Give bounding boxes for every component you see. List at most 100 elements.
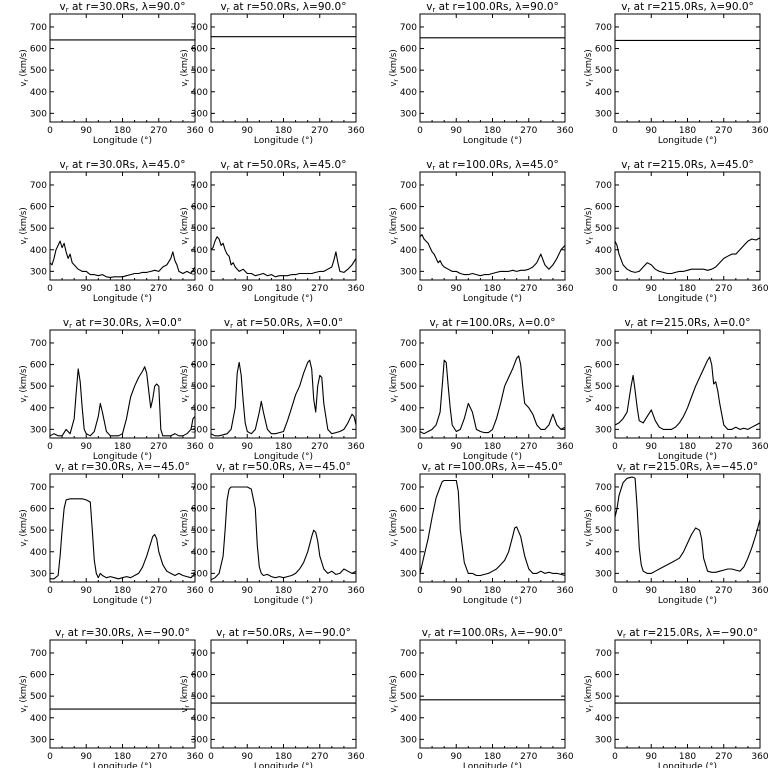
x-tick-label: 360	[347, 752, 364, 762]
y-tick-label: 600	[595, 671, 612, 681]
x-tick-label: 360	[347, 586, 364, 596]
panel-title: vr at r=100.0Rs, λ=0.0°	[430, 317, 556, 330]
x-tick-label: 90	[451, 586, 463, 596]
series-line	[614, 476, 761, 574]
x-axis-label: Longitude (°)	[658, 452, 717, 462]
y-axis-label: vr (km/s)	[389, 365, 400, 402]
x-tick-label: 360	[186, 442, 203, 452]
x-tick-label: 180	[114, 752, 131, 762]
y-tick-label: 400	[595, 404, 612, 414]
y-tick-label: 500	[30, 692, 47, 702]
panel-title: vr at r=100.0Rs, λ=−90.0°	[422, 627, 563, 640]
y-tick-label: 400	[30, 88, 47, 98]
plot-frame	[614, 13, 761, 123]
y-tick-label: 500	[30, 526, 47, 536]
y-axis-label: vr (km/s)	[584, 365, 595, 402]
x-axis-label: Longitude (°)	[93, 136, 152, 146]
x-tick-label: 360	[186, 284, 203, 294]
series-line	[210, 486, 357, 581]
x-tick-label: 0	[47, 126, 53, 136]
y-tick-label: 600	[400, 45, 417, 55]
x-tick-label: 180	[275, 284, 292, 294]
y-axis-label: vr (km/s)	[180, 675, 191, 712]
panel-r5-c2: vr at r=50.0Rs, λ=−90.0° 0 90 180 270 360 300 4…	[180, 627, 365, 768]
y-tick-label: 400	[595, 88, 612, 98]
x-tick-label: 180	[114, 442, 131, 452]
series-line	[614, 356, 761, 430]
y-axis-label: vr (km/s)	[180, 509, 191, 546]
x-tick-label: 360	[751, 752, 768, 762]
x-tick-label: 0	[47, 752, 53, 762]
panel-title: vr at r=50.0Rs, λ=−45.0°	[216, 461, 351, 474]
y-tick-label: 700	[400, 649, 417, 659]
y-tick-label: 700	[191, 649, 208, 659]
panel-title: vr at r=100.0Rs, λ=−45.0°	[422, 461, 563, 474]
x-tick-label: 0	[208, 752, 214, 762]
y-tick-label: 600	[400, 203, 417, 213]
y-tick-label: 600	[400, 671, 417, 681]
x-tick-label: 0	[612, 752, 618, 762]
x-tick-label: 270	[520, 126, 537, 136]
panel-r4-c4: vr at r=215.0Rs, λ=−45.0° 0 90 180 270 360 300…	[584, 461, 768, 606]
panel-title: vr at r=30.0Rs, λ=−90.0°	[55, 627, 190, 640]
x-axis-label: Longitude (°)	[254, 596, 313, 606]
y-tick-label: 300	[400, 109, 417, 119]
x-tick-label: 0	[612, 126, 618, 136]
y-tick-label: 300	[30, 735, 47, 745]
x-tick-label: 0	[417, 442, 423, 452]
y-tick-label: 700	[595, 649, 612, 659]
y-tick-label: 600	[30, 45, 47, 55]
y-tick-label: 600	[191, 505, 208, 515]
y-tick-label: 300	[400, 267, 417, 277]
x-tick-label: 360	[186, 586, 203, 596]
x-tick-label: 0	[47, 442, 53, 452]
x-tick-label: 270	[715, 442, 732, 452]
series-line	[210, 359, 357, 437]
panel-r5-c3: vr at r=100.0Rs, λ=−90.0° 0 90 180 270 360 300…	[389, 627, 574, 768]
x-tick-label: 270	[311, 284, 328, 294]
y-tick-label: 600	[30, 671, 47, 681]
y-tick-label: 300	[191, 425, 208, 435]
x-axis-label: Longitude (°)	[93, 596, 152, 606]
y-tick-label: 400	[400, 714, 417, 724]
panel-r3-c4: vr at r=215.0Rs, λ=0.0° 0 90 180 270 360 300 40…	[584, 317, 768, 462]
y-tick-label: 600	[191, 361, 208, 371]
x-tick-label: 270	[715, 752, 732, 762]
series-line	[419, 234, 566, 277]
y-tick-label: 500	[400, 66, 417, 76]
panel-r1-c4: vr at r=215.0Rs, λ=90.0° 0 90 180 270 360 300 4…	[584, 1, 768, 146]
y-axis-label: vr (km/s)	[19, 49, 30, 86]
y-axis-label: vr (km/s)	[584, 675, 595, 712]
series-line	[49, 240, 196, 278]
y-tick-label: 400	[30, 548, 47, 558]
y-tick-label: 700	[595, 23, 612, 33]
x-axis-label: Longitude (°)	[463, 762, 522, 768]
panel-title: vr at r=30.0Rs, λ=45.0°	[60, 159, 186, 172]
y-tick-label: 700	[595, 483, 612, 493]
x-tick-label: 270	[150, 752, 167, 762]
y-tick-label: 600	[595, 45, 612, 55]
plot-frame	[49, 329, 196, 439]
x-tick-label: 180	[275, 126, 292, 136]
panel-r2-c1: vr at r=30.0Rs, λ=45.0° 0 90 180 270 360 300 40…	[19, 159, 204, 304]
x-tick-label: 90	[451, 284, 463, 294]
x-axis-label: Longitude (°)	[254, 294, 313, 304]
y-axis-label: vr (km/s)	[19, 675, 30, 712]
x-tick-label: 180	[679, 284, 696, 294]
x-tick-label: 90	[646, 126, 658, 136]
x-tick-label: 180	[484, 284, 501, 294]
x-tick-label: 270	[311, 442, 328, 452]
y-tick-label: 600	[191, 45, 208, 55]
x-tick-label: 90	[81, 442, 93, 452]
y-tick-label: 400	[400, 548, 417, 558]
y-tick-label: 600	[595, 361, 612, 371]
y-axis-label: vr (km/s)	[584, 509, 595, 546]
y-tick-label: 400	[191, 246, 208, 256]
y-tick-label: 300	[595, 109, 612, 119]
y-tick-label: 400	[400, 404, 417, 414]
y-tick-label: 700	[30, 23, 47, 33]
plot-frame	[419, 13, 566, 123]
y-tick-label: 500	[191, 224, 208, 234]
x-tick-label: 270	[520, 586, 537, 596]
y-tick-label: 700	[400, 339, 417, 349]
